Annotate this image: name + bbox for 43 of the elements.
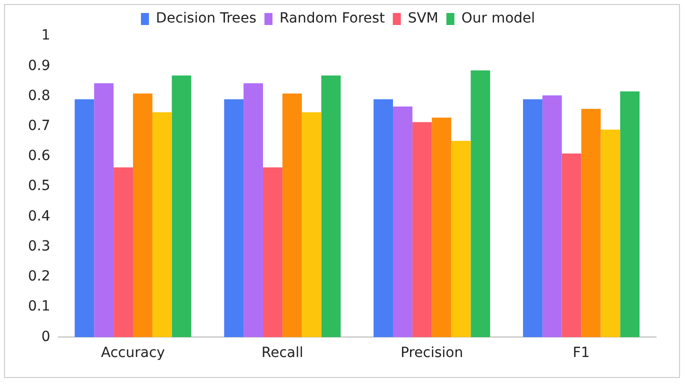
bar xyxy=(374,99,393,338)
bar xyxy=(321,75,341,338)
bar xyxy=(282,94,302,338)
x-tick-label: Recall xyxy=(262,345,304,362)
bar xyxy=(412,122,432,338)
bar xyxy=(244,83,263,338)
y-tick-label: 0.9 xyxy=(28,58,50,74)
bar xyxy=(562,153,582,338)
y-tick-label: 0.1 xyxy=(28,298,50,315)
bar xyxy=(451,140,471,338)
y-tick-label: 0.6 xyxy=(28,148,50,164)
legend-label: SVM xyxy=(408,10,438,27)
bar xyxy=(132,94,152,338)
bar xyxy=(74,99,94,338)
y-tick-label: 0.5 xyxy=(28,178,50,194)
y-tick-label: 0.2 xyxy=(28,268,50,285)
bar xyxy=(94,83,114,338)
y-tick-label: 0.3 xyxy=(28,238,50,254)
legend-label: Decision Trees xyxy=(156,10,256,27)
bar xyxy=(114,167,133,338)
bar xyxy=(470,70,490,338)
bar xyxy=(600,130,620,338)
bar xyxy=(542,95,562,338)
legend-label: Our model xyxy=(461,10,536,27)
y-tick-label: 0 xyxy=(41,328,50,345)
y-tick-label: 0.7 xyxy=(28,118,50,134)
legend-label: Random Forest xyxy=(279,10,386,27)
bar xyxy=(523,99,542,338)
bar xyxy=(152,112,172,338)
bar xyxy=(302,112,322,338)
bar xyxy=(392,106,412,338)
x-tick-label: Precision xyxy=(400,345,464,362)
bar xyxy=(224,99,244,338)
y-tick-label: 1 xyxy=(41,28,50,44)
x-tick-label: F1 xyxy=(572,345,590,362)
y-tick-label: 0.8 xyxy=(28,88,50,104)
bar xyxy=(172,75,192,338)
bar xyxy=(262,167,282,338)
y-tick-label: 0.4 xyxy=(28,208,50,224)
x-tick-label: Accuracy xyxy=(101,345,165,362)
bar xyxy=(620,91,640,338)
bar xyxy=(581,108,601,338)
bar xyxy=(432,118,452,338)
